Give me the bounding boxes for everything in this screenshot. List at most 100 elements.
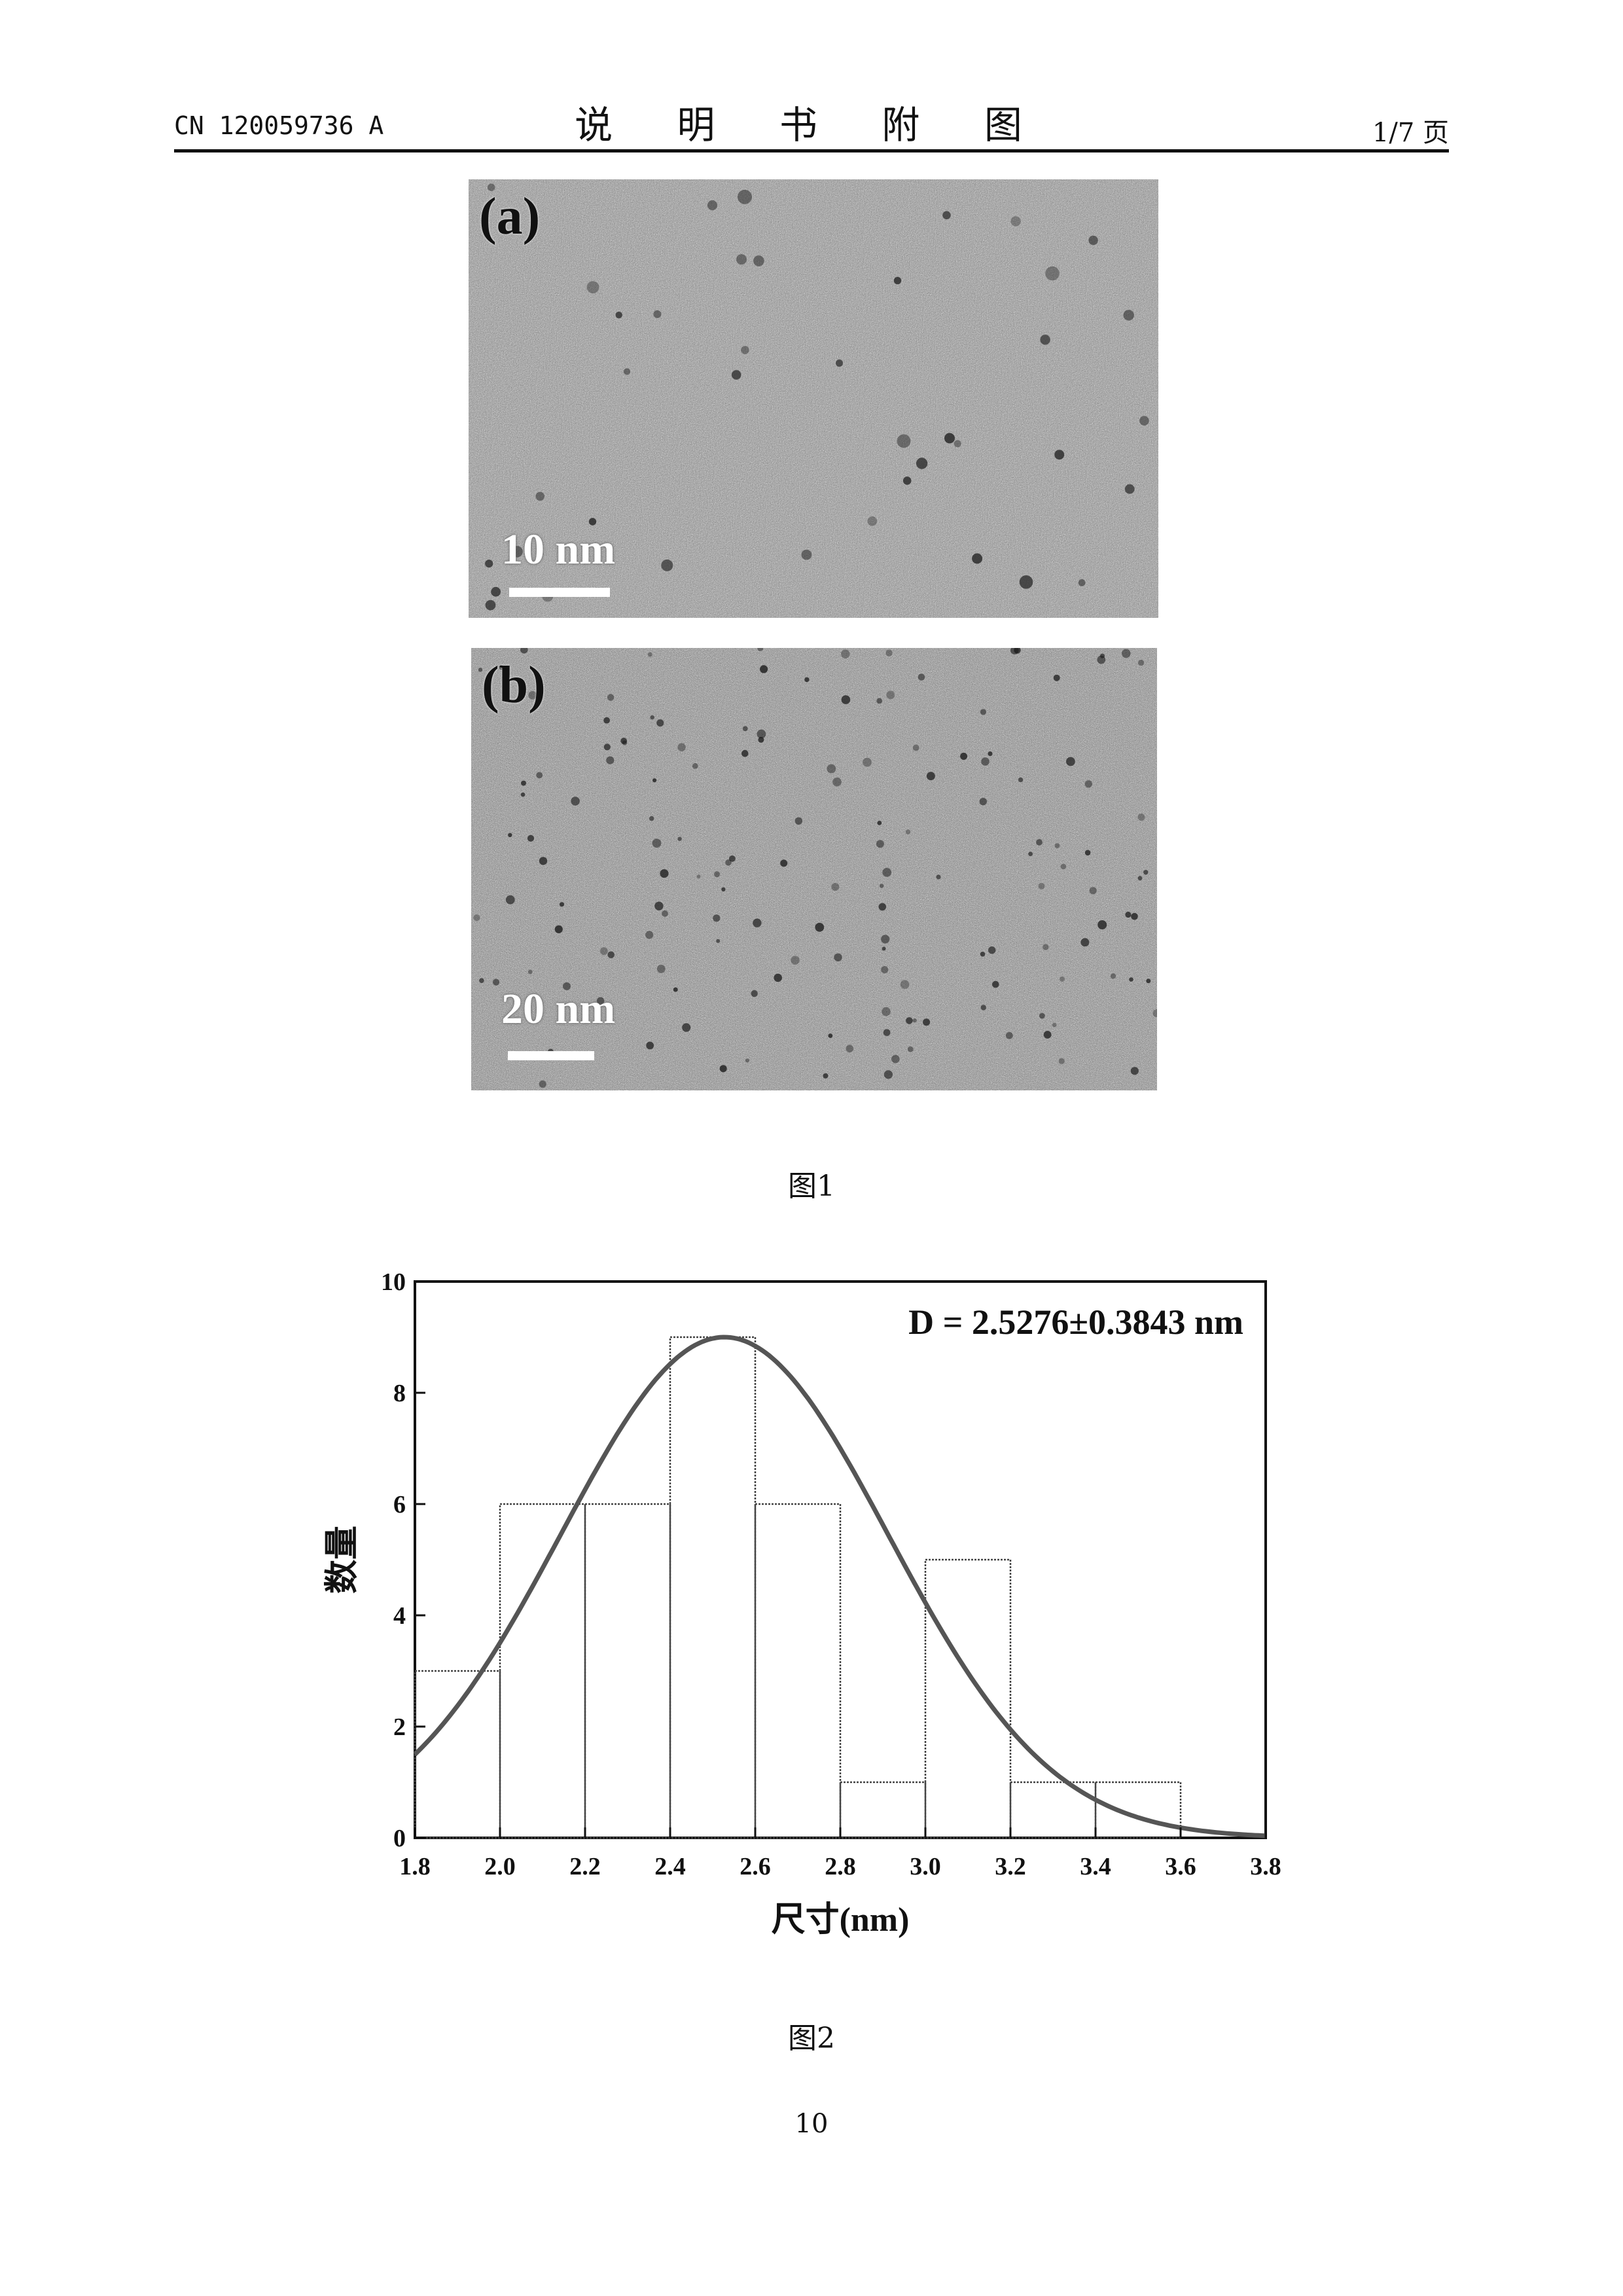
scale-bar-label-a: 10 nm <box>501 525 615 575</box>
nanoparticle-dot <box>1097 920 1107 929</box>
nanoparticle-dot <box>879 903 887 911</box>
nanoparticle-dot <box>652 838 662 848</box>
nanoparticle-dot <box>842 695 851 704</box>
nanoparticle-dot <box>1085 780 1092 787</box>
x-tick-label-6: 3.0 <box>910 1853 941 1880</box>
nanoparticle-dot <box>1036 839 1043 846</box>
nanoparticle-dot <box>473 914 480 921</box>
nanoparticle-dot <box>652 778 656 782</box>
nanoparticle-dot <box>1111 973 1116 978</box>
nanoparticle-dot <box>944 433 955 444</box>
nanoparticle-dot <box>980 709 986 715</box>
nanoparticle-dot <box>1039 883 1045 889</box>
nanoparticle-dot <box>1059 1058 1065 1064</box>
nanoparticle-dot <box>1043 944 1048 950</box>
nanoparticle-dot <box>1010 216 1020 226</box>
nanoparticle-dot <box>1079 579 1086 586</box>
nanoparticle-dot <box>1139 416 1149 426</box>
nanoparticle-dot <box>646 1042 654 1050</box>
nanoparticle-dot <box>804 677 809 682</box>
nanoparticle-dot <box>1039 1013 1045 1019</box>
nanoparticle-dot <box>528 970 533 975</box>
histogram-bar-5 <box>840 1782 925 1838</box>
nanoparticle-dot <box>607 952 615 959</box>
nanoparticle-dot <box>736 254 747 264</box>
nanoparticle-dot <box>620 738 627 744</box>
nanoparticle-dot <box>521 793 526 797</box>
histogram-bar-8 <box>1096 1782 1181 1838</box>
nanoparticle-dot <box>571 797 580 806</box>
nanoparticle-dot <box>721 888 725 891</box>
y-tick-label-4: 8 <box>393 1380 406 1407</box>
nanoparticle-dot <box>942 211 951 220</box>
nanoparticle-dot <box>654 902 663 910</box>
nanoparticle-dot <box>906 1017 913 1024</box>
nanoparticle-dot <box>649 816 654 821</box>
nanoparticle-dot <box>1129 977 1133 982</box>
nanoparticle-dot <box>662 910 668 917</box>
nanoparticle-dot <box>1040 334 1050 344</box>
nanoparticle-dot <box>908 1047 914 1052</box>
figure-1-caption: 图1 <box>681 1162 942 1204</box>
nanoparticle-dot <box>1124 310 1134 320</box>
nanoparticle-dot <box>677 744 685 751</box>
chart-annotation: D = 2.5276±0.3843 nm <box>908 1302 1243 1342</box>
nanoparticle-dot <box>1060 977 1065 982</box>
nanoparticle-dot <box>988 946 995 954</box>
x-tick-label-2: 2.2 <box>569 1853 601 1880</box>
nanoparticle-dot <box>913 1018 917 1022</box>
nanoparticle-dot <box>883 1029 891 1036</box>
nanoparticle-dot <box>828 1033 832 1038</box>
nanoparticle-dot <box>846 1045 854 1052</box>
nanoparticle-dot <box>877 821 882 825</box>
nanoparticle-dot <box>616 312 622 318</box>
nanoparticle-dot <box>732 370 741 380</box>
nanoparticle-dot <box>1131 913 1138 920</box>
nanoparticle-dot <box>795 817 802 825</box>
nanoparticle-dot <box>716 939 720 943</box>
nanoparticle-dot <box>539 857 547 865</box>
nanoparticle-dot <box>743 726 748 731</box>
nanoparticle-dot <box>1061 864 1067 870</box>
panel-label-b: (b) <box>482 656 546 715</box>
nanoparticle-dot <box>1028 852 1033 856</box>
x-tick-label-8: 3.4 <box>1080 1853 1111 1880</box>
nanoparticle-dot <box>886 691 895 699</box>
nanoparticle-dot <box>988 751 992 756</box>
nanoparticle-dot <box>677 837 681 841</box>
nanoparticle-dot <box>882 868 891 877</box>
nanoparticle-dot <box>981 757 990 766</box>
nanoparticle-dot <box>823 1073 829 1079</box>
nanoparticle-dot <box>936 874 940 879</box>
nanoparticle-dot <box>745 1058 749 1062</box>
nanoparticle-dot <box>648 653 652 657</box>
nanoparticle-dot <box>863 758 872 767</box>
nanoparticle-dot <box>486 600 496 611</box>
tem-image-panel-b: (b) 20 nm <box>471 648 1157 1090</box>
nanoparticle-dot <box>885 650 892 656</box>
y-tick-label-0: 0 <box>393 1825 406 1852</box>
nanoparticle-dot <box>692 763 698 769</box>
x-tick-label-10: 3.8 <box>1250 1853 1281 1880</box>
nanoparticle-dot <box>506 895 515 905</box>
y-axis-label: 数量 <box>323 1526 361 1594</box>
nanoparticle-dot <box>882 1007 891 1016</box>
nanoparticle-dot <box>1138 876 1143 880</box>
nanoparticle-dot <box>918 673 925 681</box>
nanoparticle-dot <box>1138 814 1145 821</box>
nanoparticle-dot <box>876 698 882 704</box>
nanoparticle-dot <box>891 1055 900 1064</box>
nanoparticle-dot <box>901 980 910 989</box>
nanoparticle-dot <box>1131 1067 1139 1075</box>
nanoparticle-dot <box>927 772 935 780</box>
nanoparticle-dot <box>1018 778 1023 782</box>
nanoparticle-dot <box>980 798 987 805</box>
nanoparticle-dot <box>645 931 653 939</box>
nanoparticle-dot <box>906 829 910 834</box>
nanoparticle-dot <box>673 988 678 992</box>
nanoparticle-dot <box>1054 450 1064 459</box>
page-title: 说 明 书 附 图 <box>174 94 1449 149</box>
x-tick-label-5: 2.8 <box>825 1853 856 1880</box>
nanoparticle-dot <box>758 737 764 743</box>
nanoparticle-dot <box>841 649 850 658</box>
